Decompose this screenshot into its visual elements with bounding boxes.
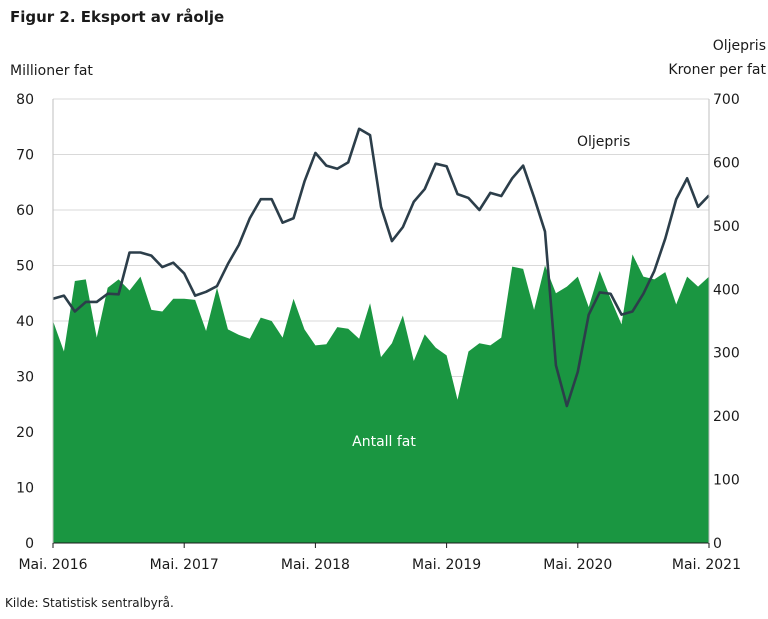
x-tick-label: Mai. 2021 [672, 557, 741, 573]
axes: 0 10 20 30 40 50 60 70 80 0 100 200 300 400 500 600 700 M… [16, 92, 741, 573]
x-tick-label: Mai. 2016 [18, 557, 87, 573]
left-tick-label: 40 [16, 314, 34, 330]
line-series-label: Oljepris [577, 134, 630, 150]
area-series [53, 254, 709, 543]
right-axis-label-line2: Kroner per fat [668, 62, 766, 78]
x-tick-label: Mai. 2018 [281, 557, 350, 573]
source-note: Kilde: Statistisk sentralbyrå. [5, 596, 174, 610]
right-tick-label: 600 [713, 155, 740, 171]
left-tick-label: 70 [16, 148, 34, 164]
chart-title: Figur 2. Eksport av råolje [10, 8, 225, 26]
x-tick-label: Mai. 2017 [150, 557, 219, 573]
x-tick-label: Mai. 2019 [412, 557, 481, 573]
left-tick-label: 0 [25, 536, 34, 552]
right-tick-label: 400 [713, 282, 740, 298]
left-tick-label: 20 [16, 425, 34, 441]
line-series [52, 127, 710, 408]
labels: Millioner fat Oljepris Kroner per fat An… [10, 38, 767, 450]
right-tick-label: 0 [713, 536, 722, 552]
area-series-label: Antall fat [352, 434, 416, 450]
right-tick-label: 300 [713, 346, 740, 362]
right-tick-label: 100 [713, 473, 740, 489]
left-tick-label: 30 [16, 370, 34, 386]
left-tick-label: 60 [16, 203, 34, 219]
left-tick-label: 80 [16, 92, 34, 108]
left-tick-label: 10 [16, 481, 34, 497]
right-tick-label: 200 [713, 409, 740, 425]
x-tick-label: Mai. 2020 [543, 557, 612, 573]
left-axis-label: Millioner fat [10, 63, 93, 79]
right-tick-label: 500 [713, 219, 740, 235]
right-tick-label: 700 [713, 92, 740, 108]
oljepris-line [52, 127, 710, 408]
area-fill [53, 254, 709, 543]
right-axis-label-line1: Oljepris [713, 38, 766, 54]
left-tick-label: 50 [16, 259, 34, 275]
